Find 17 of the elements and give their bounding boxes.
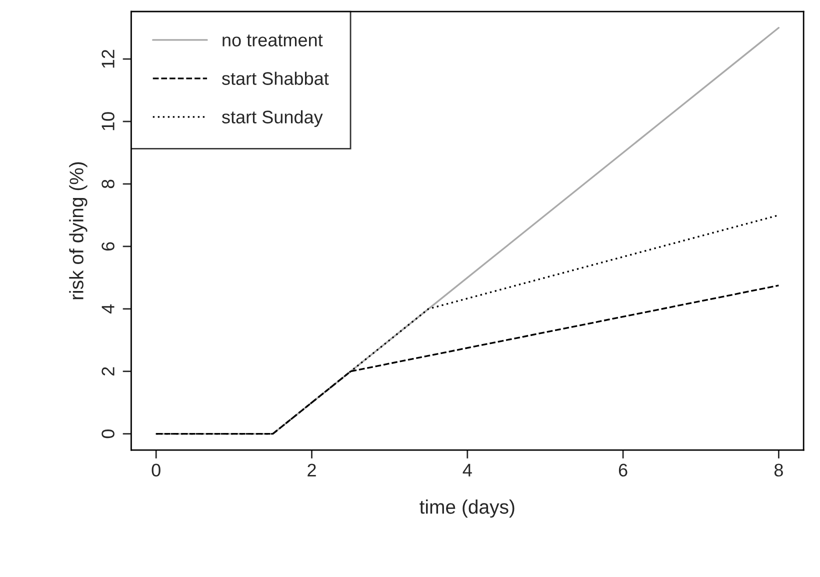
y-tick-label: 8 — [102, 180, 114, 188]
y-axis-title: risk of dying (%) — [69, 162, 88, 300]
x-tick-label: 8 — [774, 464, 783, 477]
y-tick-label: 6 — [102, 242, 114, 251]
legend-label: no treatment — [222, 34, 323, 46]
y-tick-label: 0 — [102, 430, 114, 438]
y-tick-label: 12 — [102, 50, 114, 68]
legend-label: start Sunday — [222, 110, 323, 128]
y-tick-label: 10 — [102, 112, 114, 130]
legend-label: start Shabbat — [222, 72, 329, 85]
x-tick-label: 4 — [462, 464, 472, 476]
y-tick-label: 2 — [102, 367, 114, 376]
x-tick-label: 2 — [308, 464, 316, 476]
x-tick-label: 6 — [618, 464, 628, 477]
y-tick-label: 4 — [102, 304, 114, 314]
x-axis-title: time (days) — [420, 500, 514, 518]
x-tick-label: 0 — [152, 464, 160, 477]
